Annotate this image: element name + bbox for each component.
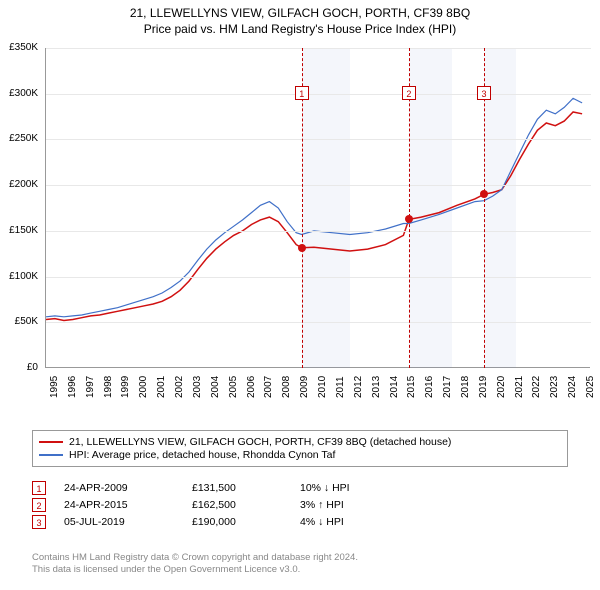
x-tick-label: 2004 xyxy=(210,376,221,398)
legend-swatch xyxy=(39,454,63,456)
x-tick-label: 2007 xyxy=(263,376,274,398)
event-date: 05-JUL-2019 xyxy=(64,516,174,528)
event-date: 24-APR-2009 xyxy=(64,482,174,494)
legend-item: 21, LLEWELLYNS VIEW, GILFACH GOCH, PORTH… xyxy=(39,436,561,448)
chart-area: £0£50K£100K£150K£200K£250K£300K£350K1995… xyxy=(45,48,590,388)
x-tick-label: 2012 xyxy=(353,376,364,398)
footer-line-2: This data is licensed under the Open Gov… xyxy=(32,564,568,576)
gridline xyxy=(46,48,591,49)
x-tick-label: 2023 xyxy=(549,376,560,398)
plot-region: £0£50K£100K£150K£200K£250K£300K£350K1995… xyxy=(45,48,590,368)
chart-container: 21, LLEWELLYNS VIEW, GILFACH GOCH, PORTH… xyxy=(0,0,600,590)
sale-point xyxy=(298,244,306,252)
gridline xyxy=(46,322,591,323)
gridline xyxy=(46,231,591,232)
legend-swatch xyxy=(39,441,63,443)
legend-label: HPI: Average price, detached house, Rhon… xyxy=(69,449,335,461)
gridline xyxy=(46,139,591,140)
x-tick-label: 1996 xyxy=(67,376,78,398)
event-price: £131,500 xyxy=(192,482,282,494)
legend-item: HPI: Average price, detached house, Rhon… xyxy=(39,449,561,461)
x-tick-label: 2019 xyxy=(478,376,489,398)
x-tick-label: 2022 xyxy=(531,376,542,398)
event-number-badge: 2 xyxy=(32,498,46,512)
event-marker-badge: 1 xyxy=(295,86,309,100)
y-tick-label: £100K xyxy=(0,271,38,282)
x-tick-label: 2005 xyxy=(228,376,239,398)
chart-subtitle: Price paid vs. HM Land Registry's House … xyxy=(0,20,600,40)
y-tick-label: £300K xyxy=(0,88,38,99)
x-tick-label: 1995 xyxy=(49,376,60,398)
event-number-badge: 3 xyxy=(32,515,46,529)
gridline xyxy=(46,277,591,278)
event-date: 24-APR-2015 xyxy=(64,499,174,511)
x-tick-label: 2009 xyxy=(299,376,310,398)
event-marker-badge: 3 xyxy=(477,86,491,100)
event-table: 1 24-APR-2009 £131,500 10% ↓ HPI 2 24-APR-201… xyxy=(32,478,568,532)
gridline xyxy=(46,94,591,95)
y-tick-label: £0 xyxy=(0,362,38,373)
y-tick-label: £50K xyxy=(0,316,38,327)
x-tick-label: 2018 xyxy=(460,376,471,398)
line-series-svg xyxy=(46,48,591,368)
x-tick-label: 2016 xyxy=(424,376,435,398)
x-tick-label: 2010 xyxy=(317,376,328,398)
y-tick-label: £350K xyxy=(0,42,38,53)
x-tick-label: 2000 xyxy=(138,376,149,398)
y-tick-label: £250K xyxy=(0,133,38,144)
x-tick-label: 2011 xyxy=(335,376,346,398)
legend-label: 21, LLEWELLYNS VIEW, GILFACH GOCH, PORTH… xyxy=(69,436,451,448)
x-tick-label: 2002 xyxy=(174,376,185,398)
x-tick-label: 2008 xyxy=(281,376,292,398)
y-tick-label: £150K xyxy=(0,225,38,236)
event-row: 2 24-APR-2015 £162,500 3% ↑ HPI xyxy=(32,498,568,512)
event-diff: 3% ↑ HPI xyxy=(300,499,410,511)
event-number-badge: 1 xyxy=(32,481,46,495)
series-line-property xyxy=(46,112,582,321)
x-tick-label: 2024 xyxy=(567,376,578,398)
event-diff: 10% ↓ HPI xyxy=(300,482,410,494)
y-tick-label: £200K xyxy=(0,179,38,190)
legend: 21, LLEWELLYNS VIEW, GILFACH GOCH, PORTH… xyxy=(32,430,568,467)
x-tick-label: 1998 xyxy=(103,376,114,398)
series-line-hpi xyxy=(46,98,582,316)
x-tick-label: 2006 xyxy=(246,376,257,398)
gridline xyxy=(46,185,591,186)
x-tick-label: 2001 xyxy=(156,376,167,398)
x-tick-label: 2003 xyxy=(192,376,203,398)
chart-title: 21, LLEWELLYNS VIEW, GILFACH GOCH, PORTH… xyxy=(0,0,600,20)
x-tick-label: 2017 xyxy=(442,376,453,398)
event-row: 1 24-APR-2009 £131,500 10% ↓ HPI xyxy=(32,481,568,495)
x-tick-label: 2020 xyxy=(496,376,507,398)
x-tick-label: 2025 xyxy=(585,376,596,398)
x-tick-label: 2014 xyxy=(389,376,400,398)
event-row: 3 05-JUL-2019 £190,000 4% ↓ HPI xyxy=(32,515,568,529)
event-marker-badge: 2 xyxy=(402,86,416,100)
event-price: £190,000 xyxy=(192,516,282,528)
x-tick-label: 2013 xyxy=(371,376,382,398)
x-tick-label: 2015 xyxy=(406,376,417,398)
x-tick-label: 1999 xyxy=(120,376,131,398)
event-price: £162,500 xyxy=(192,499,282,511)
event-diff: 4% ↓ HPI xyxy=(300,516,410,528)
x-tick-label: 2021 xyxy=(514,376,525,398)
footer-attribution: Contains HM Land Registry data © Crown c… xyxy=(32,552,568,577)
footer-line-1: Contains HM Land Registry data © Crown c… xyxy=(32,552,568,564)
x-tick-label: 1997 xyxy=(85,376,96,398)
